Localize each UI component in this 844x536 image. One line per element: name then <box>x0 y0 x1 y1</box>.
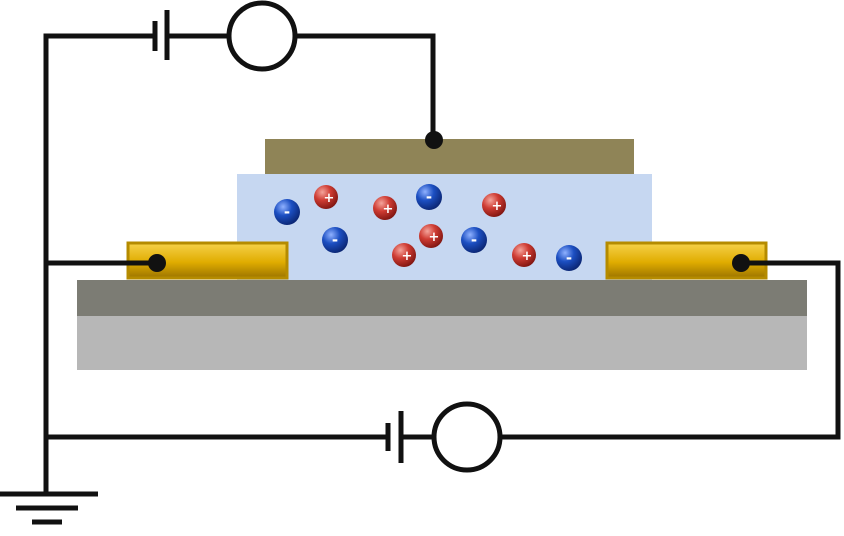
cation-sign: + <box>324 191 335 206</box>
cation-sphere <box>419 224 443 248</box>
cation-ion: + <box>392 243 416 267</box>
cation-sphere <box>373 196 397 220</box>
gate-battery-symbol <box>152 10 170 60</box>
anion-sign: - <box>471 231 477 249</box>
cation-ion: + <box>512 243 536 267</box>
anion-ion: - <box>274 199 300 225</box>
cation-sign: + <box>492 199 503 214</box>
cation-sphere <box>392 243 416 267</box>
ions-group: - + + - + - + + - + - <box>274 184 582 271</box>
source-contact-dot <box>148 254 166 272</box>
anion-sphere <box>416 184 442 210</box>
cation-ion: + <box>482 193 506 217</box>
cation-sign: + <box>402 249 413 264</box>
drain-wire-right <box>498 260 841 440</box>
cation-sign: + <box>429 230 440 245</box>
cation-ion: + <box>373 196 397 220</box>
cation-sign: + <box>522 249 533 264</box>
anion-ion: - <box>416 184 442 210</box>
ground-symbol <box>0 491 98 525</box>
anion-sign: - <box>426 188 432 206</box>
dielectric-layer <box>77 280 807 316</box>
cation-ion: + <box>314 185 338 209</box>
gate-contact-dot <box>425 131 443 149</box>
drain-battery-symbol <box>385 411 404 463</box>
gate-wire-left <box>43 33 158 41</box>
anion-sign: - <box>332 231 338 249</box>
anion-sign: - <box>284 203 290 221</box>
cation-sign: + <box>383 202 394 217</box>
cation-ion: + <box>419 224 443 248</box>
substrate-layer <box>77 316 807 370</box>
cation-sphere <box>314 185 338 209</box>
anion-sphere <box>461 227 487 253</box>
anion-sphere <box>556 245 582 271</box>
electrolyte-layer <box>237 174 652 280</box>
drain-meter-symbol <box>431 401 503 473</box>
cation-sphere <box>482 193 506 217</box>
anion-sphere <box>322 227 348 253</box>
anion-ion: - <box>322 227 348 253</box>
anion-ion: - <box>461 227 487 253</box>
gate-wire-right <box>293 33 436 142</box>
anion-sphere <box>274 199 300 225</box>
anion-ion: - <box>556 245 582 271</box>
wires <box>43 33 841 497</box>
drain-contact-dot <box>732 254 750 272</box>
anion-sign: - <box>566 249 572 267</box>
gate-meter-symbol <box>226 0 298 72</box>
gate-electrode <box>265 139 634 174</box>
cation-sphere <box>512 243 536 267</box>
